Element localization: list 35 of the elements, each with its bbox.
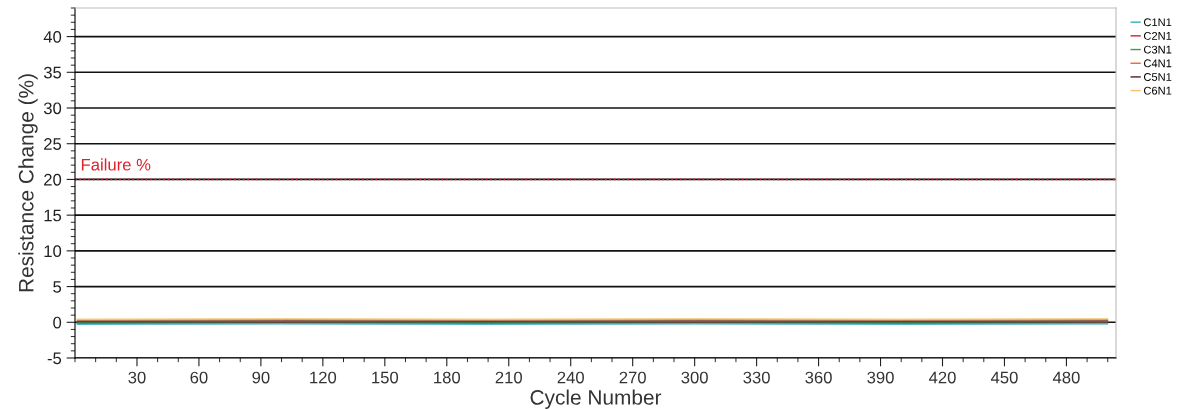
- y-tick-label: 40: [43, 30, 62, 43]
- y-axis-title: Resistance Change (%): [18, 74, 38, 292]
- legend-label: C6N1: [1143, 86, 1172, 95]
- x-tick-label: 240: [557, 371, 584, 384]
- x-tick-label: 450: [990, 371, 1018, 384]
- y-tick-label: 10: [44, 245, 62, 258]
- y-tick-label: 0: [53, 316, 62, 329]
- x-tick-label: 360: [805, 371, 832, 384]
- x-tick-label: 180: [434, 371, 461, 384]
- y-tick-label: 25: [44, 138, 62, 150]
- legend-label: C2N1: [1143, 31, 1172, 40]
- y-tick-label: 15: [44, 209, 62, 222]
- x-tick-label: 210: [495, 371, 522, 384]
- x-tick-label: 150: [372, 371, 399, 384]
- legend-label: C5N1: [1143, 73, 1172, 81]
- x-axis-title: Cycle Number: [530, 389, 662, 409]
- y-tick-label: 5: [53, 281, 62, 293]
- x-tick-label: 90: [252, 371, 270, 384]
- legend-label: C1N1: [1143, 18, 1172, 27]
- x-tick-label: 120: [310, 371, 337, 384]
- x-tick-label: 30: [128, 371, 146, 384]
- x-tick-label: 330: [743, 371, 770, 384]
- legend-label: C3N1: [1143, 45, 1172, 54]
- x-tick-label: 60: [190, 371, 208, 384]
- x-tick-label: 480: [1052, 371, 1080, 384]
- legend-label: C4N1: [1143, 59, 1172, 68]
- y-tick-label: -5: [47, 352, 62, 365]
- ref-line-label: Failure %: [81, 158, 151, 171]
- y-tick-label: 20: [44, 173, 62, 186]
- x-tick-label: 300: [681, 371, 708, 384]
- x-tick-label: 390: [867, 371, 894, 384]
- x-tick-label: 270: [619, 371, 646, 384]
- y-tick-label: 30: [43, 102, 62, 115]
- x-tick-label: 420: [928, 371, 956, 384]
- y-tick-label: 35: [43, 66, 62, 79]
